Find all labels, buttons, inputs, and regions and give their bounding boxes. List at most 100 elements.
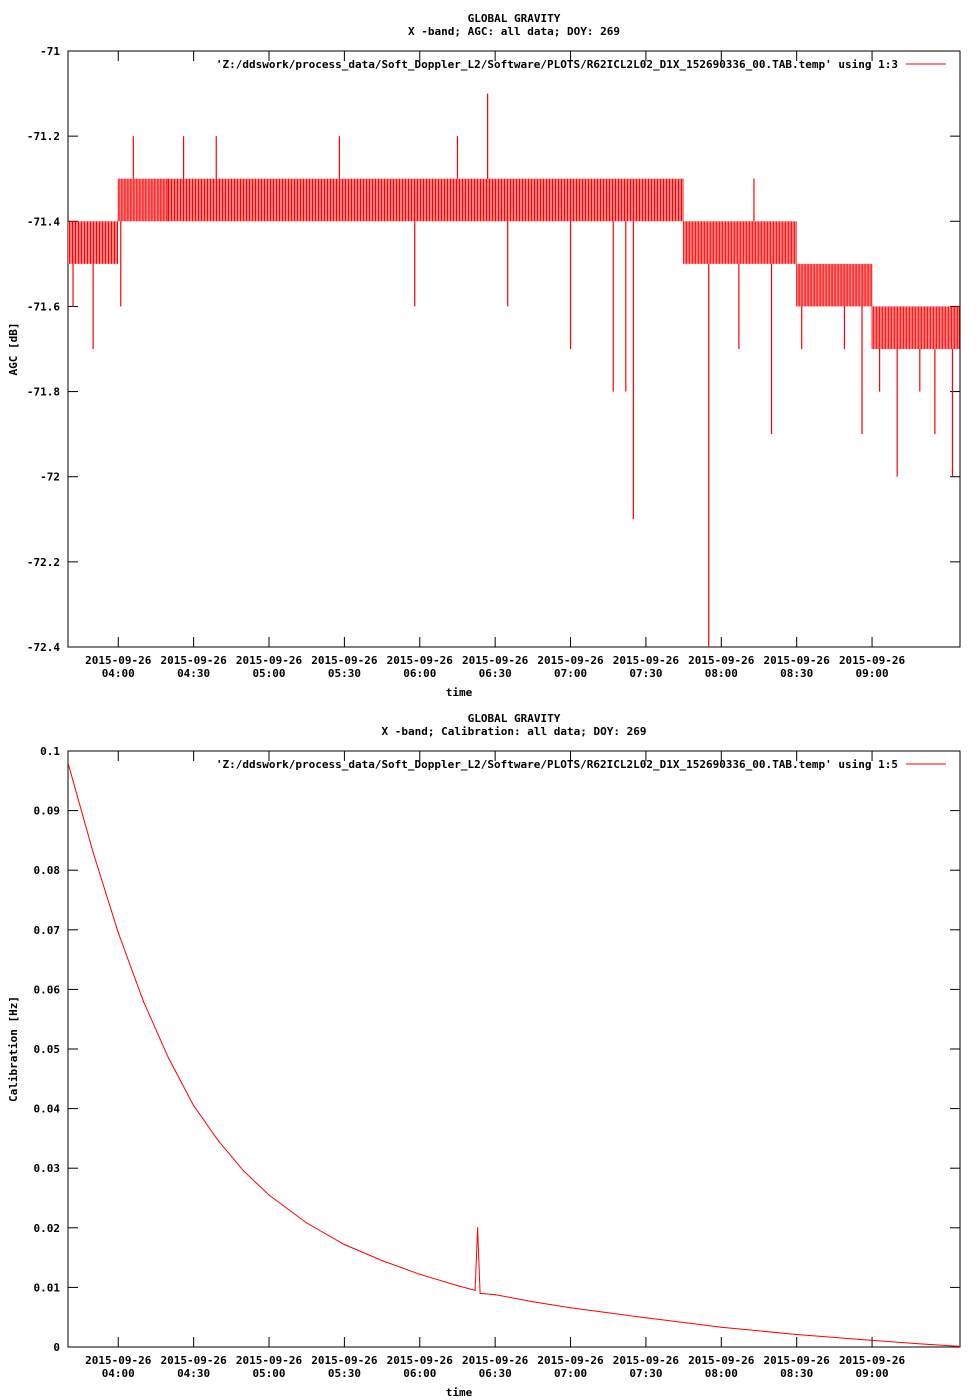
data-point — [479, 1292, 481, 1294]
x-tick-date-label: 2015-09-26 — [311, 654, 378, 667]
data-point — [268, 1194, 270, 1196]
x-tick-date-label: 2015-09-26 — [688, 1354, 755, 1367]
x-tick-date-label: 2015-09-26 — [161, 1354, 228, 1367]
x-tick-time-label: 07:00 — [554, 667, 587, 680]
x-tick-time-label: 09:00 — [855, 667, 888, 680]
x-tick-time-label: 05:30 — [328, 1367, 361, 1380]
x-tick-time-label: 04:30 — [177, 667, 210, 680]
data-point — [477, 1227, 479, 1229]
x-axis-label: time — [446, 1386, 473, 1399]
data-band — [871, 306, 960, 349]
x-tick-time-label: 08:00 — [705, 667, 738, 680]
x-tick-date-label: 2015-09-26 — [688, 654, 755, 667]
x-tick-time-label: 04:00 — [102, 667, 135, 680]
x-tick-date-label: 2015-09-26 — [537, 654, 604, 667]
y-tick-label: 0.08 — [34, 864, 61, 877]
y-tick-label: 0.05 — [34, 1043, 61, 1056]
x-tick-date-label: 2015-09-26 — [387, 1354, 454, 1367]
data-band — [117, 178, 169, 222]
data-point — [218, 1140, 220, 1142]
chart-subtitle: X -band; AGC: all data; DOY: 269 — [408, 25, 620, 38]
plot-frame — [67, 50, 961, 648]
data-point — [871, 1339, 873, 1341]
data-point — [456, 1285, 459, 1287]
x-tick-time-label: 08:30 — [780, 1367, 813, 1380]
y-tick-label: 0.1 — [40, 745, 60, 758]
x-tick-date-label: 2015-09-26 — [839, 1354, 906, 1367]
data-point — [532, 1301, 534, 1303]
x-tick-time-label: 05:00 — [252, 667, 285, 680]
y-tick-label: 0.04 — [34, 1103, 61, 1116]
data-point — [381, 1260, 383, 1262]
series-1 — [68, 93, 960, 647]
data-point — [92, 851, 94, 853]
x-tick-time-label: 06:00 — [403, 1367, 436, 1380]
x-tick-time-label: 06:00 — [403, 667, 436, 680]
data-band — [68, 221, 118, 264]
data-band — [683, 221, 797, 264]
x-axis-label: time — [446, 686, 473, 699]
legend-label: 'Z:/ddswork/process_data/Soft_Doppler_L2… — [216, 58, 898, 71]
data-band — [796, 263, 873, 307]
x-tick-date-label: 2015-09-26 — [764, 654, 831, 667]
x-tick-time-label: 05:00 — [252, 1367, 285, 1380]
plot-frame — [67, 750, 961, 1348]
x-tick-time-label: 06:30 — [479, 1367, 512, 1380]
data-point — [167, 1057, 170, 1059]
data-point — [142, 1000, 144, 1002]
y-tick-label: 0.07 — [34, 924, 61, 937]
y-tick-label: -71.2 — [27, 130, 60, 143]
data-point — [921, 1343, 923, 1345]
x-tick-time-label: 04:00 — [102, 1367, 135, 1380]
x-tick-date-label: 2015-09-26 — [236, 654, 303, 667]
x-tick-time-label: 04:30 — [177, 1367, 210, 1380]
data-point — [343, 1243, 345, 1246]
data-point — [117, 932, 119, 934]
x-tick-date-label: 2015-09-26 — [85, 654, 152, 667]
x-tick-date-label: 2015-09-26 — [764, 1354, 831, 1367]
legend-label: 'Z:/ddswork/process_data/Soft_Doppler_L2… — [216, 758, 898, 771]
data-point — [306, 1222, 308, 1224]
x-tick-time-label: 08:00 — [705, 1367, 738, 1380]
data-point — [569, 1307, 572, 1309]
x-tick-date-label: 2015-09-26 — [839, 654, 906, 667]
data-point — [474, 1289, 476, 1291]
y-axis-label: Calibration [Hz] — [7, 996, 20, 1102]
data-point — [494, 1294, 496, 1296]
data-point — [193, 1105, 195, 1107]
y-tick-label: 0 — [53, 1341, 60, 1354]
data-point — [68, 762, 69, 764]
y-tick-label: -72.4 — [27, 641, 60, 654]
x-tick-time-label: 06:30 — [479, 667, 512, 680]
y-tick-label: 0.02 — [34, 1222, 61, 1235]
x-tick-date-label: 2015-09-26 — [462, 1354, 529, 1367]
chart-title: GLOBAL GRAVITY — [468, 712, 561, 725]
y-tick-label: 0.01 — [34, 1281, 61, 1294]
chart-title: GLOBAL GRAVITY — [468, 12, 561, 25]
y-tick-label: -71 — [40, 45, 60, 58]
x-tick-date-label: 2015-09-26 — [613, 654, 680, 667]
x-tick-date-label: 2015-09-26 — [537, 1354, 604, 1367]
y-tick-label: -72 — [40, 471, 60, 484]
y-tick-label: 0.09 — [34, 805, 61, 818]
x-tick-time-label: 05:30 — [328, 667, 361, 680]
y-axis-label: AGC [dB] — [7, 323, 20, 376]
y-tick-label: 0.06 — [34, 983, 61, 996]
x-tick-time-label: 07:30 — [629, 667, 662, 680]
x-tick-date-label: 2015-09-26 — [85, 1354, 152, 1367]
y-tick-label: -71.4 — [27, 215, 60, 228]
x-tick-date-label: 2015-09-26 — [236, 1354, 303, 1367]
y-tick-label: -71.6 — [27, 300, 60, 313]
x-tick-date-label: 2015-09-26 — [613, 1354, 680, 1367]
x-tick-time-label: 09:00 — [855, 1367, 888, 1380]
x-tick-date-label: 2015-09-26 — [462, 654, 529, 667]
x-tick-date-label: 2015-09-26 — [311, 1354, 378, 1367]
data-point — [959, 1345, 960, 1347]
data-point — [645, 1317, 647, 1319]
chart-subtitle: X -band; Calibration: all data; DOY: 269 — [382, 725, 647, 738]
x-tick-time-label: 08:30 — [780, 667, 813, 680]
x-tick-date-label: 2015-09-26 — [161, 654, 228, 667]
